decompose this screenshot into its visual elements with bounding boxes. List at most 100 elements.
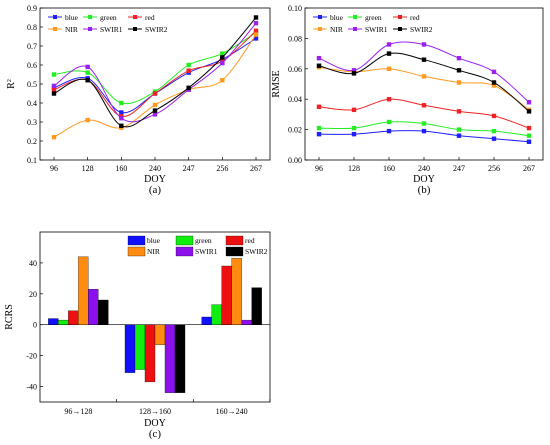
data-point-swir1 [220, 60, 225, 66]
y-tick-label: 0.7 [27, 42, 37, 51]
y-tick-label: 0.04 [288, 95, 302, 104]
data-point-swir1 [119, 116, 124, 121]
data-point-swir2 [421, 57, 427, 62]
x-axis-label: DOY [144, 174, 166, 185]
data-point-green [51, 72, 57, 77]
legend-item-green: green [175, 235, 212, 246]
data-point-swir1 [85, 64, 90, 70]
bar-blue [124, 324, 136, 373]
x-tick-label: 267 [523, 164, 535, 173]
legend-label: blue [65, 13, 79, 22]
data-point-nir [386, 66, 392, 71]
legend-label: blue [330, 13, 344, 22]
legend-swatch [175, 246, 194, 257]
data-point-red [456, 109, 462, 114]
x-tick-label: 256 [216, 164, 228, 173]
data-point-swir1 [491, 69, 497, 75]
data-point-nir [253, 32, 259, 37]
data-point-swir2 [456, 68, 462, 73]
y-tick-label: -40 [26, 383, 37, 392]
legend-label: SWIR1 [195, 247, 218, 256]
legend-label: SWIR2 [410, 25, 433, 34]
data-point-blue [456, 133, 462, 138]
legend-label: NIR [147, 247, 160, 256]
bar-red [68, 310, 79, 325]
line-chart-a: 0.1 0.2 0.3 0.4 0.5 0.6 0.7 0.8 0.9 96 128 160 240 24… [6, 4, 271, 196]
legend-marker [398, 15, 402, 19]
y-tick-label: 0.06 [288, 65, 302, 74]
x-tick-label: 128 [82, 164, 94, 173]
legend-item-swir1: SWIR1 [348, 25, 388, 34]
legend-marker [133, 15, 137, 19]
data-point-swir2 [491, 80, 497, 85]
panel-label: (c) [149, 428, 162, 440]
data-point-red [386, 97, 392, 102]
data-point-swir1 [386, 42, 392, 47]
y-tick-label: 0.6 [27, 61, 37, 70]
y-axis-label: RCRS [4, 304, 15, 330]
bar-nir [231, 258, 242, 325]
plot-frame [39, 231, 271, 403]
bar-swir1 [88, 289, 99, 325]
legend-item-swir2: SWIR2 [393, 25, 433, 34]
y-axis-label: R2 [6, 79, 17, 89]
data-point-red [253, 28, 259, 33]
legend-item-nir: NIR [127, 246, 160, 257]
y-tick-label: 0.1 [27, 156, 37, 165]
legend-marker [318, 27, 322, 31]
y-tick-label: 0.00 [288, 156, 302, 165]
legend-item-blue: blue [127, 235, 161, 246]
x-tick-label: 128 [348, 164, 360, 173]
data-point-swir1 [526, 100, 532, 105]
panel-label: (a) [149, 184, 162, 196]
data-point-swir1 [253, 21, 259, 26]
legend-label: green [365, 13, 382, 22]
y-tick-label: 0.5 [27, 80, 37, 89]
data-point-blue [253, 36, 259, 41]
legend-item-red: red [225, 235, 255, 246]
y-tick-label: 0.8 [27, 23, 37, 32]
y-tick-label: 0.2 [27, 137, 37, 146]
legend-marker [88, 27, 92, 31]
y-axis-label: RMSE [271, 70, 282, 97]
legend-item-nir: NIR [48, 25, 78, 34]
y-tick-label: 0.10 [288, 4, 302, 13]
data-point-green [119, 100, 124, 106]
legend-marker [53, 15, 57, 19]
data-point-green [351, 125, 357, 131]
legend-label: red [245, 236, 255, 245]
data-point-green [526, 133, 532, 138]
bar-swir1 [241, 319, 252, 325]
data-point-swir2 [253, 15, 259, 20]
line-chart-b: 0.00 0.02 0.04 0.06 0.08 0.10 96 128 160 240 247 25… [271, 4, 544, 196]
legend-marker [53, 27, 57, 31]
data-point-swir1 [421, 42, 427, 47]
x-tick-label: 96 [315, 164, 323, 173]
x-tick-label: 240 [418, 164, 430, 173]
legend-label: NIR [330, 25, 343, 34]
legend-item-swir1: SWIR1 [175, 246, 218, 257]
series-line-nir [53, 34, 257, 138]
legend-label: NIR [65, 25, 78, 34]
legend-swatch [225, 235, 244, 246]
data-point-red [186, 68, 191, 73]
legend-item-blue: blue [48, 13, 79, 22]
legend-item-swir2: SWIR2 [225, 246, 268, 257]
data-point-swir2 [85, 78, 90, 83]
x-tick-label: 256 [488, 164, 500, 173]
data-point-green [386, 119, 392, 125]
data-point-green [491, 128, 497, 134]
y-tick-label: 0.4 [27, 99, 37, 108]
legend-swatch [175, 235, 194, 246]
data-point-blue [526, 139, 532, 144]
y-tick-label: 0 [33, 321, 37, 330]
x-tick-label: 267 [250, 164, 262, 173]
data-point-swir2 [119, 123, 124, 128]
x-tick-label: 160 [115, 164, 127, 173]
bar-swir1 [164, 324, 176, 393]
legend-item-red: red [393, 13, 420, 22]
data-point-red [316, 104, 322, 109]
legend-label: SWIR1 [100, 25, 123, 34]
x-tick-label: 96→128 [64, 407, 92, 416]
